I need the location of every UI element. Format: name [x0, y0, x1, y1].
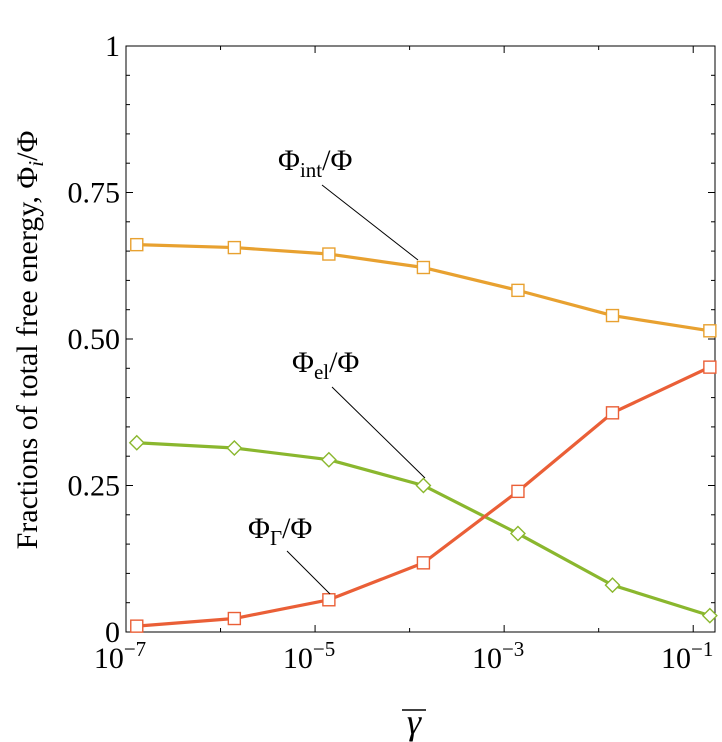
y-axis-label-main: Fractions of total free energy, Φ [11, 167, 44, 550]
annotation-label-int: Φint/Φ [278, 144, 352, 182]
annotation-label-el: Φel/Φ [292, 346, 359, 384]
x-tick-label: 10−7 [94, 637, 146, 675]
data-point-el [604, 577, 621, 594]
data-point-el [415, 477, 432, 494]
annotation-leader-el [331, 386, 426, 479]
data-point-int [416, 260, 431, 275]
series-line-el [136, 441, 711, 618]
data-point-gamma [605, 406, 620, 420]
x-tick-label: 10−5 [283, 637, 335, 675]
data-point-gamma [130, 619, 144, 633]
x-tick-exp: −1 [691, 637, 713, 661]
annotation-label-gamma: ΦΓ/Φ [248, 512, 312, 550]
series-line-int [136, 243, 711, 333]
data-point-int [511, 283, 525, 298]
x-tick-label: 10−3 [472, 637, 524, 675]
data-point-el [320, 451, 337, 468]
data-point-gamma [416, 556, 431, 570]
annotation-sub: el [314, 360, 329, 384]
x-tick-exp: −7 [124, 637, 146, 661]
y-tick-label: 0 [105, 616, 120, 649]
data-point-gamma [703, 360, 717, 374]
y-tick-label: 1 [105, 30, 120, 63]
annotation-main: Φ [248, 512, 270, 545]
annotation-sub: Γ [270, 526, 282, 550]
annotation-sub: int [300, 158, 322, 182]
data-point-gamma [511, 484, 525, 499]
x-tick-base: 10 [661, 642, 691, 675]
y-axis-label: Fractions of total free energy, Φi/Φ [11, 131, 48, 550]
data-point-gamma [227, 611, 242, 626]
y-tick-label: 0.50 [68, 323, 121, 356]
x-tick-exp: −3 [502, 637, 524, 661]
data-point-gamma [322, 593, 336, 607]
y-axis-label-rest: /Φ [11, 131, 44, 161]
data-point-int [130, 237, 144, 252]
data-point-int [322, 247, 336, 261]
data-point-int [605, 308, 620, 323]
data-point-int [227, 240, 242, 255]
data-point-el [128, 434, 145, 451]
x-tick-base: 10 [472, 642, 502, 675]
plot-frame [125, 45, 716, 633]
data-point-int [703, 324, 717, 338]
annotation-leader-int [321, 184, 419, 261]
x-axis-label-group: γ [402, 702, 426, 742]
annotation-rest: /Φ [282, 512, 312, 545]
x-tick-base: 10 [94, 642, 124, 675]
annotation-leader-gamma [286, 550, 331, 595]
annotation-rest: /Φ [329, 346, 359, 379]
data-point-el [226, 440, 243, 456]
annotation-rest: /Φ [322, 144, 352, 177]
y-tick-label: 0.25 [68, 470, 121, 503]
x-tick-label: 10−1 [661, 637, 713, 675]
data-point-el [701, 607, 718, 624]
x-axis-label: γ [407, 702, 422, 742]
y-axis-label-sub: i [24, 161, 48, 167]
data-point-el [509, 525, 526, 542]
annotation-main: Φ [292, 346, 314, 379]
x-tick-exp: −5 [313, 637, 335, 661]
annotation-main: Φ [278, 144, 300, 177]
y-tick-label: 0.75 [68, 177, 121, 210]
x-tick-base: 10 [283, 642, 313, 675]
